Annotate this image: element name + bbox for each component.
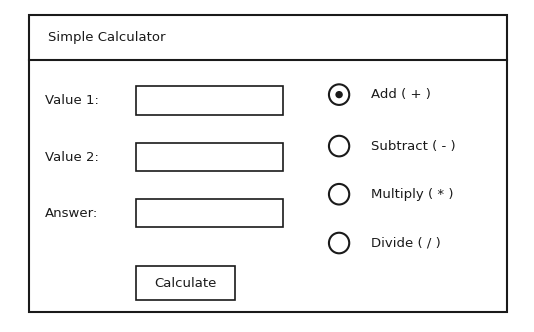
Ellipse shape (329, 233, 349, 253)
Ellipse shape (329, 136, 349, 156)
Text: Simple Calculator: Simple Calculator (48, 31, 166, 44)
Ellipse shape (329, 184, 349, 205)
Text: Multiply ( * ): Multiply ( * ) (371, 188, 453, 201)
Ellipse shape (329, 84, 349, 105)
Text: Value 1:: Value 1: (45, 94, 99, 107)
Text: Answer:: Answer: (45, 207, 99, 220)
Text: Divide ( / ): Divide ( / ) (371, 236, 441, 250)
Bar (136, 199, 283, 227)
Bar (136, 86, 283, 115)
Bar (136, 266, 235, 300)
Bar (29, 15, 507, 312)
Text: Subtract ( - ): Subtract ( - ) (371, 139, 456, 153)
Text: Value 2:: Value 2: (45, 150, 99, 164)
Bar (136, 143, 283, 171)
Text: Calculate: Calculate (154, 277, 217, 290)
Text: Add ( + ): Add ( + ) (371, 88, 431, 101)
Ellipse shape (335, 91, 343, 98)
